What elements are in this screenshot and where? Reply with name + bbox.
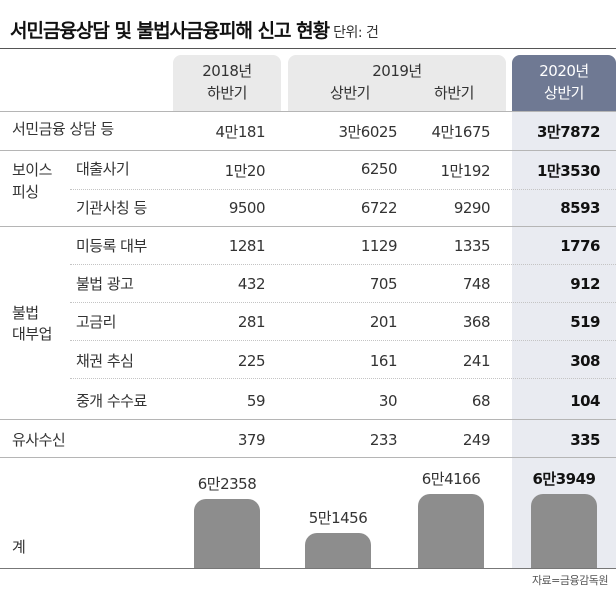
- chart-title: 서민금융상담 및 불법사금융피해 신고 현황 단위: 건: [10, 20, 379, 42]
- cell-value: 3만7872: [537, 123, 601, 141]
- total-bar-2020-h1: [531, 494, 597, 568]
- cell-value: 335: [570, 431, 600, 449]
- group-label-illegal: 불법: [12, 304, 39, 322]
- cell-value: 1만192: [440, 162, 491, 180]
- cell-value: 379: [237, 431, 266, 449]
- cell-value: 6250: [360, 160, 398, 178]
- cell-value: 233: [369, 431, 398, 449]
- row-divider: [0, 111, 616, 112]
- cell-value: 1129: [360, 237, 398, 255]
- cell-value: 225: [237, 352, 266, 370]
- row-divider: [0, 226, 616, 227]
- row-label: 서민금융 상담 등: [12, 120, 114, 138]
- cell-value: 249: [462, 431, 491, 449]
- header-2020-half: 상반기: [544, 84, 584, 102]
- row-subdivider: [70, 378, 616, 379]
- row-subdivider: [70, 189, 616, 190]
- total-value-label: 6만3949: [532, 470, 597, 489]
- row-subdivider: [70, 302, 616, 303]
- total-value-label: 6만4166: [421, 469, 481, 488]
- row-subdivider: [70, 264, 616, 265]
- cell-value: 519: [570, 313, 600, 331]
- cell-value: 68: [471, 392, 491, 410]
- cell-value: 201: [369, 313, 398, 331]
- cell-value: 705: [369, 275, 398, 293]
- row-label: 채권 추심: [76, 352, 134, 370]
- group-label-voice: 피싱: [12, 183, 39, 201]
- cell-value: 281: [237, 313, 266, 331]
- top-rule: [0, 48, 616, 49]
- cell-value: 161: [369, 352, 398, 370]
- header-2018: [173, 55, 281, 111]
- row-label: 중개 수수료: [76, 392, 147, 410]
- cell-value: 748: [462, 275, 491, 293]
- unit-label: 단위: 건: [333, 25, 379, 41]
- cell-value: 432: [237, 275, 266, 293]
- row-label: 불법 광고: [76, 275, 134, 293]
- total-bar-2018-h2: [194, 499, 260, 568]
- row-subdivider: [70, 340, 616, 341]
- row-divider: [0, 419, 616, 420]
- cell-value: 912: [570, 275, 600, 293]
- bottom-rule: [0, 568, 616, 569]
- row-label: 고금리: [76, 313, 116, 331]
- cell-value: 1만3530: [537, 162, 601, 180]
- cell-value: 308: [570, 352, 600, 370]
- highlight-column-2020: [512, 111, 616, 568]
- total-label: 계: [12, 538, 26, 556]
- cell-value: 9290: [453, 199, 491, 217]
- total-bar-2019-h2: [418, 493, 484, 568]
- group-label-illegal: 대부업: [12, 325, 52, 343]
- cell-value: 8593: [560, 199, 600, 217]
- cell-value: 30: [378, 392, 398, 410]
- cell-value: 6722: [360, 199, 398, 217]
- header-2019-half2: 하반기: [434, 84, 474, 102]
- header-2018-year: 2018년: [202, 62, 252, 80]
- cell-value: 1만20: [224, 162, 266, 180]
- total-value-label: 6만2358: [197, 475, 257, 494]
- cell-value: 59: [246, 392, 266, 410]
- cell-value: 241: [462, 352, 491, 370]
- header-2019-year: 2019년: [372, 62, 422, 80]
- header-2020: [512, 55, 616, 111]
- cell-value: 368: [462, 313, 491, 331]
- cell-value: 1776: [560, 237, 600, 255]
- cell-value: 4만1675: [431, 123, 490, 141]
- cell-value: 1335: [453, 237, 491, 255]
- row-divider: [0, 457, 616, 458]
- cell-value: 3만6025: [338, 123, 397, 141]
- total-value-label: 5만1456: [308, 508, 368, 527]
- row-label: 유사수신: [12, 431, 66, 449]
- total-bar-2019-h1: [305, 532, 371, 568]
- cell-value: 1281: [228, 237, 266, 255]
- header-2019-half1: 상반기: [330, 84, 370, 102]
- row-label: 기관사칭 등: [76, 199, 147, 217]
- row-divider: [0, 150, 616, 151]
- row-label: 미등록 대부: [76, 237, 147, 255]
- cell-value: 4만181: [215, 123, 266, 141]
- header-2020-year: 2020년: [539, 62, 589, 80]
- cell-value: 9500: [228, 199, 266, 217]
- header-2019: [288, 55, 506, 111]
- row-label: 대출사기: [76, 160, 130, 178]
- header-2018-half: 하반기: [207, 84, 247, 102]
- source-note: 자료=금융감독원: [531, 574, 609, 587]
- cell-value: 104: [570, 392, 600, 410]
- group-label-voice: 보이스: [12, 161, 52, 179]
